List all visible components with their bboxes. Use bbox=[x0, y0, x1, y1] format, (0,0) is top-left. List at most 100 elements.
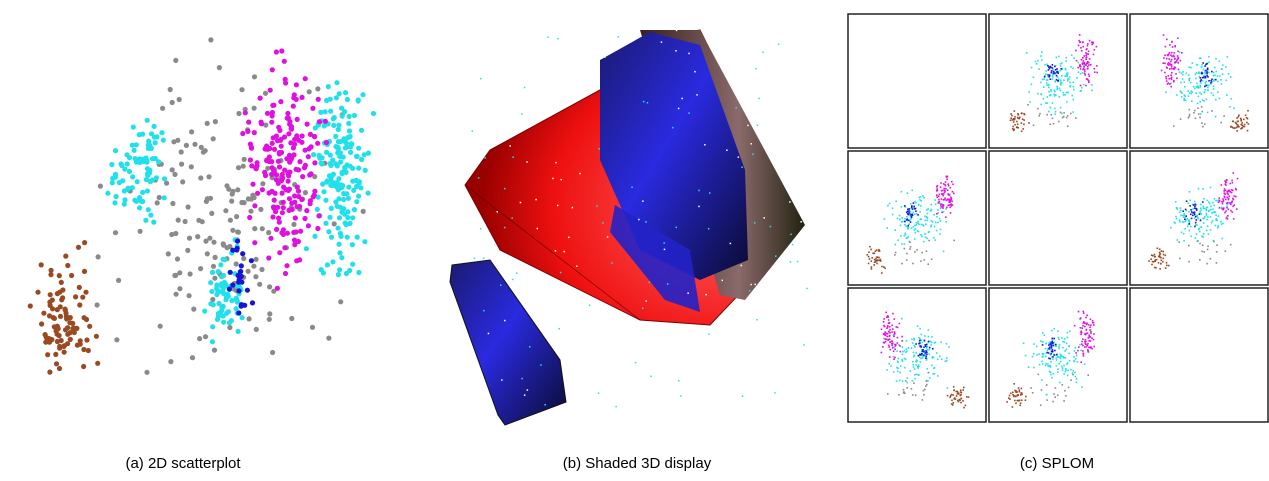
dot bbox=[1206, 213, 1208, 215]
dot bbox=[1093, 333, 1095, 335]
dot bbox=[1032, 392, 1034, 394]
dot bbox=[329, 235, 334, 240]
dot bbox=[1204, 73, 1206, 75]
dot bbox=[1183, 233, 1185, 235]
dot bbox=[918, 224, 920, 226]
dot bbox=[1188, 245, 1190, 247]
dot bbox=[919, 357, 921, 359]
dot bbox=[1077, 361, 1079, 363]
dot bbox=[920, 260, 922, 262]
dot bbox=[176, 218, 181, 223]
dot bbox=[886, 316, 888, 318]
dot bbox=[948, 194, 950, 196]
dot bbox=[1082, 46, 1084, 48]
dot bbox=[1234, 127, 1236, 129]
dot bbox=[921, 339, 923, 341]
dot bbox=[869, 246, 871, 248]
dot bbox=[936, 196, 938, 198]
dot bbox=[915, 364, 917, 366]
dot bbox=[302, 165, 307, 170]
dot bbox=[348, 150, 353, 155]
dot bbox=[1059, 344, 1061, 346]
dot bbox=[235, 187, 240, 192]
dot bbox=[913, 366, 915, 368]
dot bbox=[936, 186, 938, 188]
speck bbox=[642, 308, 644, 310]
dot bbox=[927, 208, 929, 210]
dot bbox=[338, 150, 343, 155]
dot bbox=[1188, 261, 1190, 263]
scatterplot-2d bbox=[28, 37, 376, 375]
dot bbox=[1211, 92, 1213, 94]
dot bbox=[1028, 122, 1030, 124]
dot bbox=[1205, 81, 1207, 83]
dot bbox=[943, 188, 945, 190]
dot bbox=[1036, 354, 1038, 356]
dot bbox=[1189, 223, 1191, 225]
dot bbox=[1199, 213, 1201, 215]
dot bbox=[1243, 119, 1245, 121]
dot bbox=[938, 212, 940, 214]
splom-cell bbox=[848, 288, 986, 422]
dot bbox=[1090, 340, 1092, 342]
dot bbox=[1075, 117, 1077, 119]
dot bbox=[1164, 62, 1166, 64]
dot bbox=[1225, 182, 1227, 184]
dot bbox=[1200, 77, 1202, 79]
dot bbox=[144, 370, 149, 375]
dot bbox=[886, 369, 888, 371]
dot bbox=[1248, 123, 1250, 125]
dot bbox=[952, 184, 954, 186]
speck bbox=[661, 41, 663, 43]
dot bbox=[1062, 367, 1064, 369]
dot bbox=[1082, 338, 1084, 340]
dot bbox=[1236, 124, 1238, 126]
dot bbox=[316, 97, 321, 102]
dot bbox=[127, 155, 132, 160]
dot bbox=[907, 225, 909, 227]
dot bbox=[1193, 86, 1195, 88]
dot bbox=[1201, 93, 1203, 95]
dot bbox=[905, 225, 907, 227]
speck bbox=[704, 144, 706, 146]
dot bbox=[926, 238, 928, 240]
dot bbox=[221, 243, 226, 248]
dot bbox=[59, 280, 64, 285]
dot bbox=[1194, 214, 1196, 216]
speck bbox=[478, 177, 480, 179]
dot bbox=[83, 290, 88, 295]
dot bbox=[1042, 356, 1044, 358]
dot bbox=[1084, 343, 1086, 345]
speck bbox=[535, 199, 537, 201]
dot bbox=[1050, 67, 1052, 69]
dot bbox=[926, 352, 928, 354]
dot bbox=[1092, 322, 1094, 324]
dot bbox=[949, 201, 951, 203]
dot bbox=[227, 287, 232, 292]
dot bbox=[875, 261, 877, 263]
dot bbox=[1214, 75, 1216, 77]
dot bbox=[1062, 384, 1064, 386]
dot bbox=[361, 209, 366, 214]
dot bbox=[915, 228, 917, 230]
dot bbox=[928, 232, 930, 234]
dot bbox=[1076, 77, 1078, 79]
dot bbox=[922, 349, 924, 351]
dot bbox=[933, 357, 935, 359]
dot bbox=[352, 207, 357, 212]
dot bbox=[1073, 89, 1075, 91]
speck bbox=[579, 173, 581, 175]
dot bbox=[1017, 394, 1019, 396]
dot bbox=[1171, 52, 1173, 54]
dot bbox=[960, 395, 962, 397]
dot bbox=[1183, 216, 1185, 218]
dot bbox=[1194, 88, 1196, 90]
dot bbox=[1019, 117, 1021, 119]
dot bbox=[1046, 399, 1048, 401]
dot bbox=[1176, 218, 1178, 220]
dot bbox=[891, 345, 893, 347]
speck bbox=[735, 107, 737, 109]
splom bbox=[848, 14, 1268, 422]
dot bbox=[1159, 256, 1161, 258]
dot bbox=[914, 251, 916, 253]
